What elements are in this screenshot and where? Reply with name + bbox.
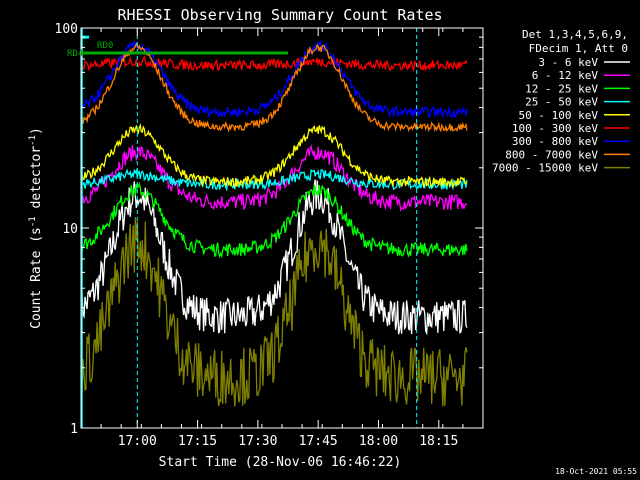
- legend-label-5: 100 - 300 keV: [512, 122, 598, 135]
- x-tick-label: 18:00: [359, 434, 398, 449]
- series-line-0: [81, 179, 468, 336]
- x-tick-label: 18:15: [419, 434, 458, 449]
- x-axis-label: Start Time (28-Nov-06 16:46:22): [159, 455, 402, 470]
- generation-timestamp: 18-Oct-2021 05:55: [555, 467, 637, 476]
- x-tick-label: 17:30: [238, 434, 277, 449]
- legend-label-3: 25 - 50 keV: [525, 96, 598, 109]
- y-axis-label: Count Rate (s-1 detector-1): [28, 127, 44, 329]
- legend-header-line-2: FDecim 1, Att 0: [529, 42, 628, 55]
- legend-label-6: 300 - 800 keV: [512, 135, 598, 148]
- series-line-2: [81, 181, 468, 259]
- chart-title: RHESSI Observing Summary Count Rates: [117, 6, 442, 24]
- legend-label-8: 7000 - 15000 keV: [492, 162, 598, 175]
- legend-header-line-1: Det 1,3,4,5,6,9,: [522, 28, 628, 41]
- legend-label-7: 800 - 7000 keV: [505, 148, 598, 161]
- series-line-7: [81, 42, 468, 133]
- y-tick-label: 100: [55, 22, 78, 37]
- series-line-8: [81, 216, 468, 407]
- legend-label-1: 6 - 12 keV: [532, 69, 599, 82]
- legend-label-0: 3 - 6 keV: [538, 56, 598, 69]
- y-tick-label: 10: [62, 222, 78, 237]
- series-line-5: [81, 55, 468, 73]
- y-axis: 1 10 100: [55, 22, 483, 437]
- y-tick-label: 1: [70, 422, 78, 437]
- plot-area: [81, 28, 468, 428]
- legend-label-4: 50 - 100 keV: [519, 109, 599, 122]
- annotation-rd0: RD0: [97, 41, 113, 51]
- x-axis: 17:00 17:15 17:30 17:45 18:00 18:15: [80, 28, 484, 449]
- x-tick-label: 17:15: [178, 434, 217, 449]
- x-tick-label: 17:45: [299, 434, 338, 449]
- series-line-6: [81, 39, 468, 119]
- x-tick-label: 17:00: [118, 434, 157, 449]
- annotation-rd4: RD4: [67, 49, 83, 59]
- legend-label-2: 12 - 25 keV: [525, 82, 598, 95]
- series-line-1: [81, 143, 468, 212]
- series-line-4: [81, 122, 468, 189]
- series-line-3: [81, 168, 468, 192]
- legend: Det 1,3,4,5,6,9, FDecim 1, Att 0 3 - 6 k…: [492, 28, 630, 175]
